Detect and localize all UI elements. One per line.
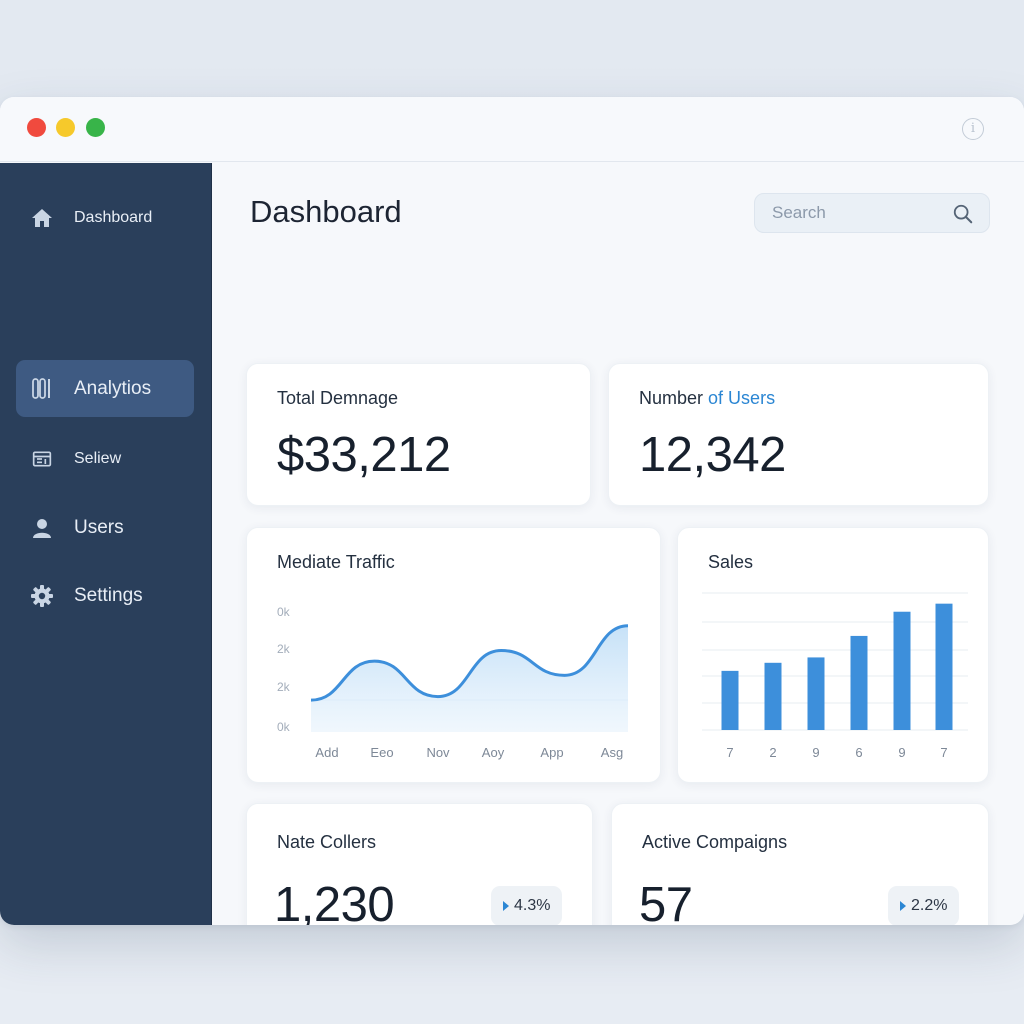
chart-title: Mediate Traffic — [277, 552, 395, 572]
title-bar: i — [0, 97, 1024, 162]
traffic-chart-card: Mediate Traffic 0k 2k 2k 0k Add Eeo Nov Aoy App A… — [246, 527, 661, 783]
x-tick-label: 6 — [855, 745, 862, 760]
triangle-up-icon — [900, 901, 906, 911]
sales-bar — [807, 657, 825, 730]
x-tick-label: Add — [315, 745, 338, 760]
x-tick-label: Asg — [601, 745, 623, 760]
card-value: 1,230 — [274, 878, 395, 925]
x-tick-label: 7 — [726, 745, 733, 760]
total-card: Total Demnage $33,212 — [246, 363, 591, 506]
change-badge: 4.3% — [491, 886, 563, 925]
sidebar-item-label: Users — [74, 516, 124, 538]
users-card: Number of Users 12,342 — [608, 363, 989, 506]
nate-collers-card: Nate Collers 1,230 4.3% — [246, 803, 593, 925]
sidebar: Dashboard Analytios Seliew — [0, 163, 212, 925]
sidebar-item-users[interactable]: Users — [16, 499, 194, 556]
sidebar-item-label: Settings — [74, 584, 143, 606]
main-content: Dashboard Total Demnage $33,212 Number o… — [212, 163, 1024, 925]
card-title: Active Compaigns — [642, 832, 788, 852]
card-title: Nate Collers — [277, 832, 377, 852]
search-box — [754, 193, 990, 233]
card-value: 57 — [639, 878, 693, 925]
minimize-window-button[interactable] — [56, 118, 75, 137]
x-tick-label: 7 — [940, 745, 947, 760]
sidebar-item-label: Dashboard — [74, 208, 153, 226]
app-window: i Dashboard Analytios Selie — [0, 97, 1024, 925]
sidebar-item-label: Seliew — [74, 449, 122, 467]
gear-icon — [31, 584, 53, 607]
x-tick-label: 9 — [898, 745, 905, 760]
x-tick-label: 9 — [812, 745, 819, 760]
sidebar-item-analytics[interactable]: Analytios — [16, 360, 194, 417]
change-value: 4.3% — [514, 897, 551, 914]
sales-bar — [764, 662, 782, 730]
search-icon[interactable] — [952, 203, 974, 225]
x-tick-label: Nov — [426, 745, 450, 760]
x-tick-label: Aoy — [482, 745, 505, 760]
x-tick-label: Eeo — [370, 745, 393, 760]
analytics-icon — [32, 377, 50, 399]
sales-bar — [893, 611, 911, 730]
sales-chart: 7 2 9 6 9 7 — [702, 592, 968, 760]
sales-chart-card: Sales 7 2 9 6 9 7 — [677, 527, 989, 783]
sales-bar — [935, 603, 953, 730]
traffic-area — [311, 625, 628, 732]
sales-bar — [721, 670, 739, 730]
change-badge: 2.2% — [888, 886, 960, 925]
search-input[interactable] — [755, 194, 945, 232]
card-value: 12,342 — [639, 428, 786, 482]
card-title: Total Demnage — [277, 388, 399, 408]
x-tick-label: 2 — [769, 745, 776, 760]
close-window-button[interactable] — [27, 118, 46, 137]
traffic-line — [310, 624, 629, 702]
y-tick-label: 0k — [277, 720, 291, 734]
traffic-chart: 0k 2k 2k 0k Add Eeo Nov Aoy App Asg — [277, 605, 629, 760]
sidebar-item-settings[interactable]: Settings — [16, 567, 194, 624]
maximize-window-button[interactable] — [86, 118, 105, 137]
x-tick-label: App — [540, 745, 563, 760]
card-title-accent: of Users — [708, 388, 776, 408]
y-tick-label: 0k — [277, 605, 291, 619]
card-title: Number of Users — [639, 388, 775, 409]
home-icon — [32, 208, 52, 227]
change-value: 2.2% — [911, 897, 948, 914]
sidebar-item-dashboard[interactable]: Dashboard — [16, 189, 194, 246]
triangle-up-icon — [503, 901, 509, 911]
user-icon — [33, 518, 51, 538]
y-tick-label: 2k — [277, 642, 291, 656]
y-tick-label: 2k — [277, 680, 291, 694]
card-value: $33,212 — [277, 428, 451, 482]
sidebar-item-label: Analytios — [74, 377, 152, 399]
chart-title: Sales — [708, 552, 754, 572]
report-icon — [32, 451, 52, 466]
info-icon[interactable]: i — [962, 118, 984, 140]
active-campaigns-card: Active Compaigns 57 2.2% — [611, 803, 989, 925]
sidebar-item-seliew[interactable]: Seliew — [16, 430, 194, 487]
page-title: Dashboard — [250, 194, 402, 229]
sales-bar — [850, 635, 868, 730]
card-title-prefix: Number — [639, 388, 704, 408]
